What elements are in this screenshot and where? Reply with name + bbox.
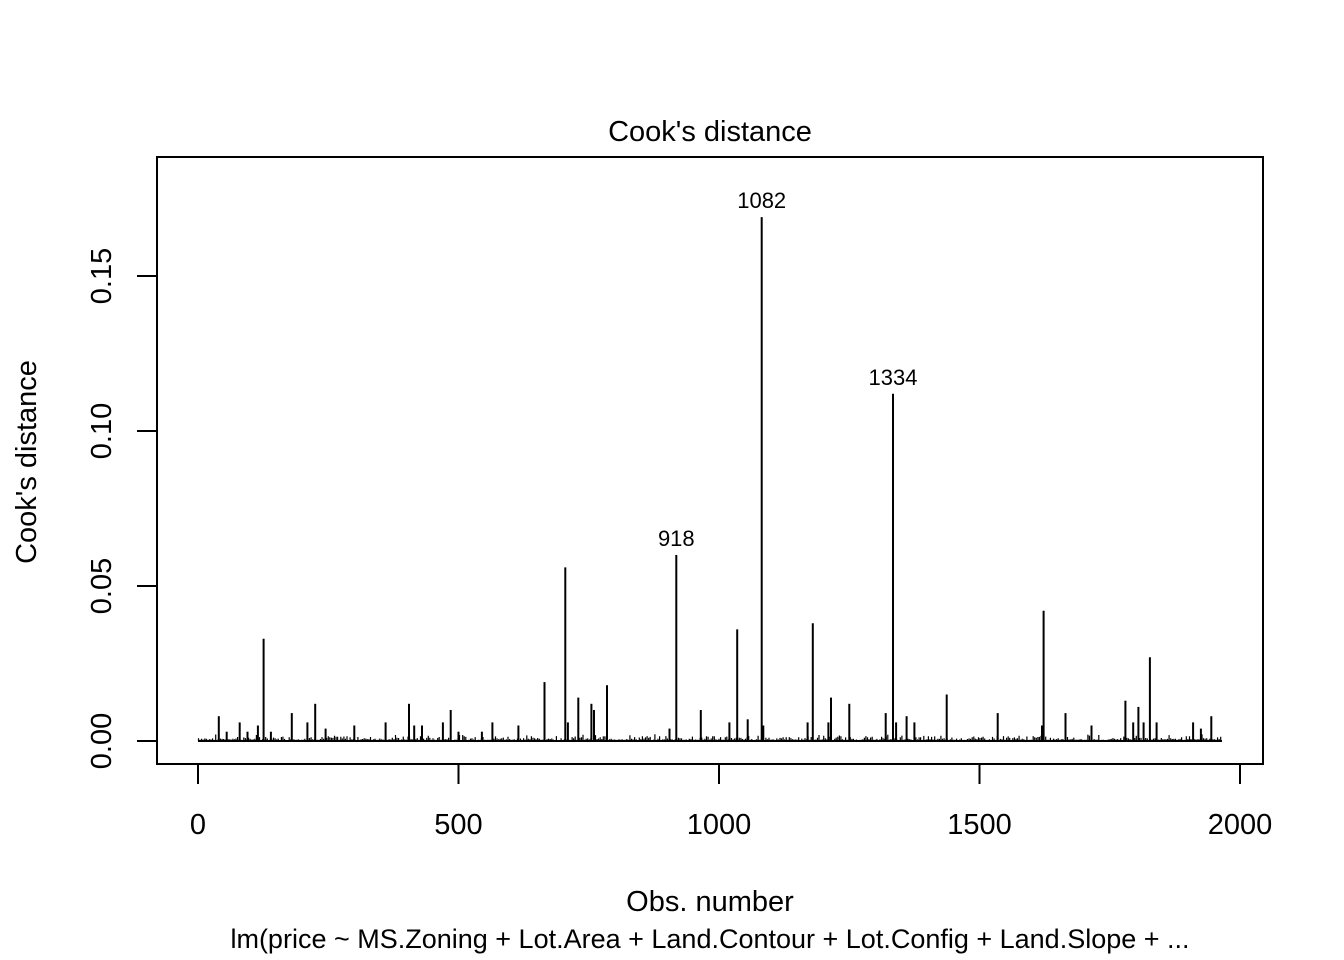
x-tick-label: 500 — [434, 809, 482, 841]
x-tick-label: 1500 — [947, 809, 1012, 841]
x-tick-label: 0 — [190, 809, 206, 841]
y-tick-label: 0.10 — [86, 403, 118, 459]
x-axis: 0 500 1000 1500 2000 — [190, 763, 1273, 841]
y-axis: 0.00 0.05 0.10 0.15 — [86, 248, 158, 769]
y-tick-label: 0.15 — [86, 248, 118, 304]
point-label-1334: 1334 — [869, 365, 918, 390]
minor-stem-path — [197, 734, 1222, 741]
y-axis-label: Cook's distance — [11, 360, 43, 564]
plot-frame — [156, 156, 1264, 765]
point-label-1082: 1082 — [737, 188, 786, 213]
point-label-918: 918 — [658, 526, 695, 551]
minor-stems — [197, 734, 1222, 741]
point-labels: 918 1082 1334 — [658, 188, 918, 551]
model-formula-caption: lm(price ~ MS.Zoning + Lot.Area + Land.C… — [230, 924, 1189, 954]
x-tick-label: 1000 — [687, 809, 752, 841]
y-tick-label: 0.00 — [86, 713, 118, 769]
x-axis-label: Obs. number — [626, 886, 794, 918]
y-tick-label: 0.05 — [86, 558, 118, 614]
chart-title: Cook's distance — [608, 116, 812, 148]
x-tick-label: 2000 — [1208, 809, 1273, 841]
stems — [217, 217, 1213, 741]
